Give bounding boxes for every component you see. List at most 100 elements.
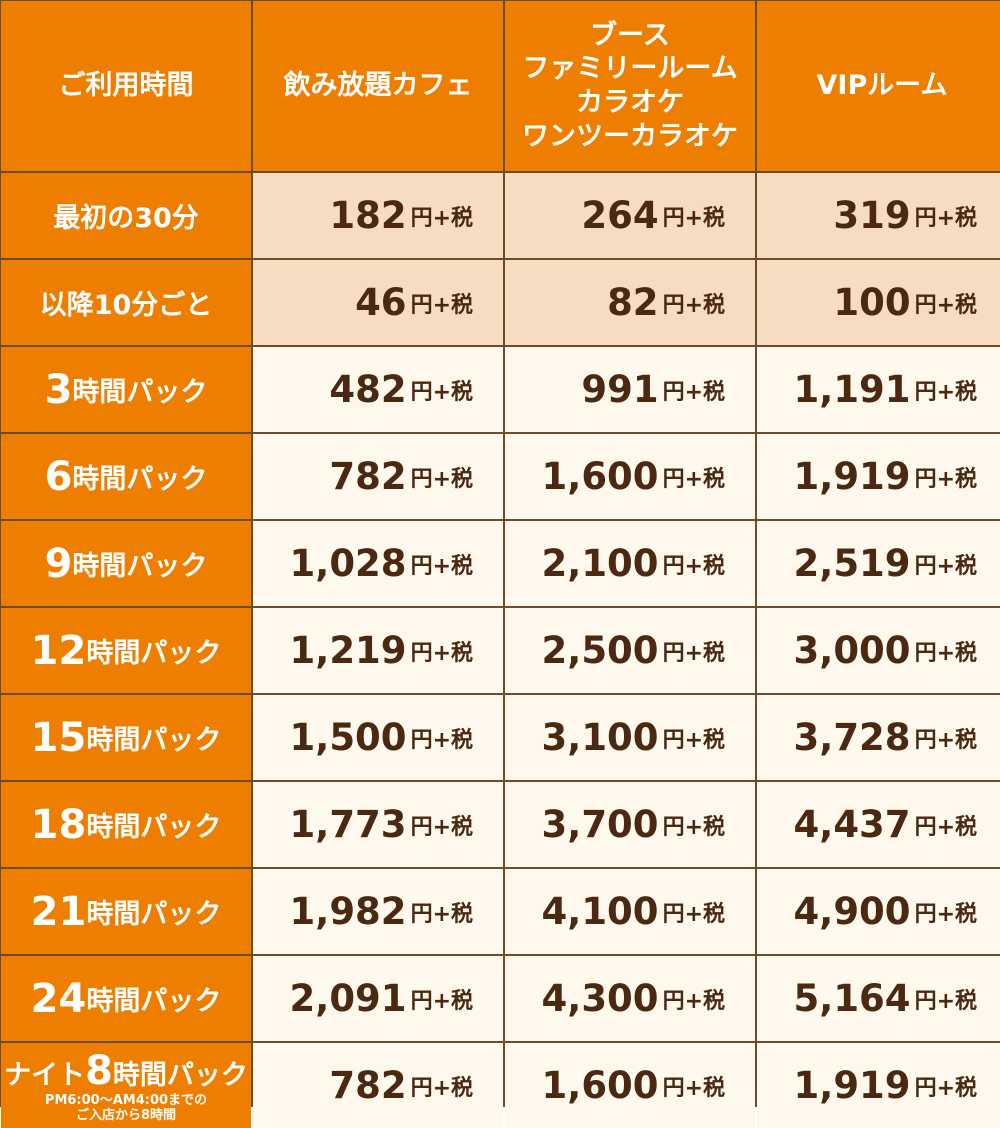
price-value: 3,100 (541, 716, 659, 759)
header-booth: ブース ファミリールーム カラオケ ワンツーカラオケ (505, 1, 755, 171)
price-value: 3,700 (541, 803, 659, 846)
row-label-hours: 18 (30, 801, 87, 848)
price-value: 4,300 (541, 977, 659, 1020)
price-value: 82 (607, 281, 659, 324)
price-unit: 円+税 (914, 205, 977, 231)
price-unit: 円+税 (662, 553, 725, 579)
price-unit: 円+税 (662, 466, 725, 492)
price-cell: 782 円+税 (253, 434, 503, 519)
price-unit: 円+税 (914, 988, 977, 1014)
price-value: 3,728 (793, 716, 911, 759)
price-unit: 円+税 (410, 292, 473, 318)
price-cell: 3,728 円+税 (757, 695, 1000, 780)
row-label-suffix: 時間パック (72, 551, 208, 582)
price-unit: 円+税 (914, 814, 977, 840)
price-unit: 円+税 (410, 1075, 473, 1101)
row-label-hours: 15 (30, 714, 87, 761)
row-label-suffix: 時間パック (86, 725, 222, 756)
header-booth-line: ワンツーカラオケ (522, 120, 738, 152)
row-label-hours: 3 (44, 366, 73, 413)
price-cell: 4,100 円+税 (505, 869, 755, 954)
price-cell: 1,028 円+税 (253, 521, 503, 606)
price-unit: 円+税 (914, 1075, 977, 1101)
row-label: 3 時間パック (1, 347, 251, 432)
price-unit: 円+税 (410, 466, 473, 492)
row-label: 21 時間パック (1, 869, 251, 954)
row-label: 24 時間パック (1, 956, 251, 1041)
price-value: 782 (329, 1064, 407, 1107)
row-label-suffix: 時間パック (72, 377, 208, 408)
price-cell: 1,600 円+税 (505, 1043, 755, 1128)
price-unit: 円+税 (410, 205, 473, 231)
price-value: 782 (329, 455, 407, 498)
price-value: 4,900 (793, 890, 911, 933)
price-cell: 3,700 円+税 (505, 782, 755, 867)
night-note-line: PM6:00～AM4:00までの (44, 1092, 208, 1108)
row-label: 15 時間パック (1, 695, 251, 780)
night-prefix: ナイト (4, 1059, 86, 1091)
row-label: 18 時間パック (1, 782, 251, 867)
row-label: 以降10分ごと (1, 260, 251, 345)
price-cell: 1,982 円+税 (253, 869, 503, 954)
row-label: 9 時間パック (1, 521, 251, 606)
price-value: 2,100 (541, 542, 659, 585)
price-cell: 182 円+税 (253, 173, 503, 258)
price-cell: 2,500 円+税 (505, 608, 755, 693)
row-label-text: 最初の30分 (53, 203, 199, 234)
price-unit: 円+税 (410, 553, 473, 579)
price-unit: 円+税 (914, 640, 977, 666)
row-label-hours: 6 (44, 453, 73, 500)
price-value: 991 (581, 368, 659, 411)
header-booth-line: ブース (590, 19, 670, 51)
price-value: 264 (581, 194, 659, 237)
price-value: 100 (833, 281, 911, 324)
price-value: 1,600 (541, 1064, 659, 1107)
header-cafe-label: 飲み放題カフェ (283, 70, 473, 102)
price-cell: 4,437 円+税 (757, 782, 1000, 867)
price-value: 1,919 (793, 1064, 911, 1107)
price-value: 2,519 (793, 542, 911, 585)
price-unit: 円+税 (410, 988, 473, 1014)
price-cell: 4,900 円+税 (757, 869, 1000, 954)
price-unit: 円+税 (410, 640, 473, 666)
price-unit: 円+税 (410, 379, 473, 405)
price-unit: 円+税 (914, 466, 977, 492)
price-value: 1,028 (289, 542, 407, 585)
price-value: 182 (329, 194, 407, 237)
header-time-label: ご利用時間 (58, 70, 194, 102)
price-unit: 円+税 (662, 379, 725, 405)
price-value: 482 (329, 368, 407, 411)
row-label-suffix: 時間パック (86, 986, 222, 1017)
price-cell: 1,919 円+税 (757, 434, 1000, 519)
price-unit: 円+税 (662, 205, 725, 231)
price-value: 2,091 (289, 977, 407, 1020)
price-cell: 5,164 円+税 (757, 956, 1000, 1041)
header-cafe: 飲み放題カフェ (253, 1, 503, 171)
price-unit: 円+税 (662, 988, 725, 1014)
price-unit: 円+税 (914, 292, 977, 318)
price-unit: 円+税 (662, 1075, 725, 1101)
price-unit: 円+税 (914, 553, 977, 579)
price-cell: 3,100 円+税 (505, 695, 755, 780)
price-value: 46 (355, 281, 407, 324)
price-unit: 円+税 (410, 814, 473, 840)
row-label-text: 以降10分ごと (39, 290, 213, 321)
header-booth-line: ファミリールーム (522, 53, 738, 85)
price-cell: 1,919 円+税 (757, 1043, 1000, 1128)
price-cell: 3,000 円+税 (757, 608, 1000, 693)
price-cell: 264 円+税 (505, 173, 755, 258)
price-cell: 991 円+税 (505, 347, 755, 432)
price-unit: 円+税 (662, 292, 725, 318)
night-note-line: ご入店から8時間 (75, 1107, 177, 1123)
row-label: 6 時間パック (1, 434, 251, 519)
price-cell: 319 円+税 (757, 173, 1000, 258)
row-label: 最初の30分 (1, 173, 251, 258)
price-cell: 1,773 円+税 (253, 782, 503, 867)
night-hours: 8 (85, 1047, 113, 1094)
row-label-hours: 9 (44, 540, 73, 587)
price-cell: 782 円+税 (253, 1043, 503, 1128)
row-label-hours: 12 (30, 627, 87, 674)
price-cell: 4,300 円+税 (505, 956, 755, 1041)
night-pack-title: ナイト 8 時間パック (4, 1048, 248, 1094)
price-cell: 2,091 円+税 (253, 956, 503, 1041)
